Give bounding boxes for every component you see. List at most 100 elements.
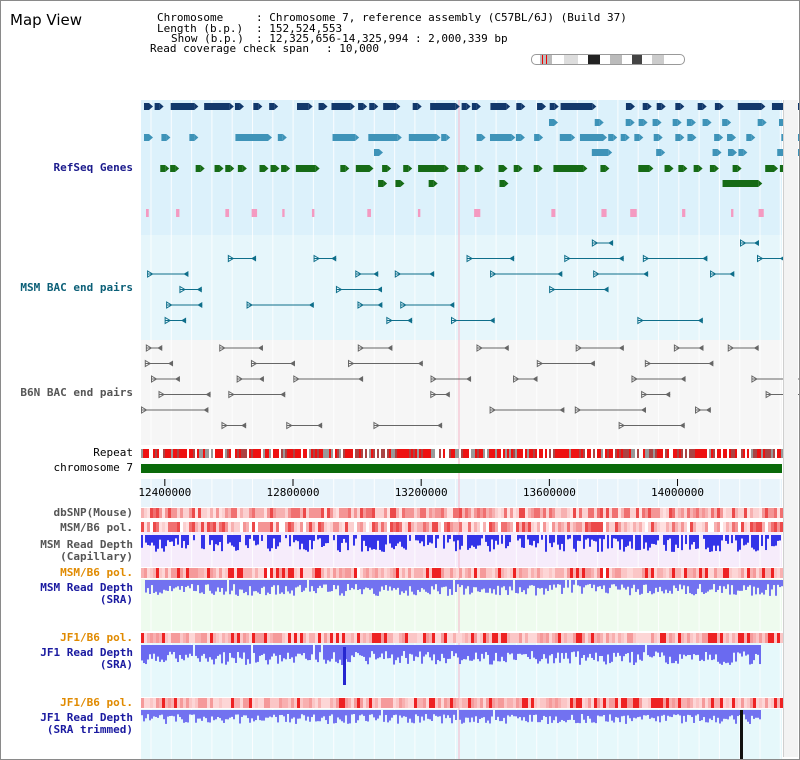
heat-cell xyxy=(153,522,156,532)
repeat-mark xyxy=(283,449,285,458)
heat-cell xyxy=(528,633,531,643)
repeat-mark xyxy=(309,449,311,458)
depth-bar xyxy=(725,580,727,589)
heat-cell xyxy=(165,522,168,532)
repeat-mark xyxy=(715,449,717,458)
depth-bar xyxy=(155,645,157,661)
heat-cell xyxy=(381,522,384,532)
depth-bar xyxy=(405,645,407,658)
depth-bar xyxy=(609,710,611,715)
track-label-jf1-b6-pol-2[interactable]: JF1/B6 pol. xyxy=(60,696,133,709)
gene-mark xyxy=(594,119,600,126)
depth-bar xyxy=(599,710,601,717)
heat-cell xyxy=(354,698,357,708)
heat-cell xyxy=(690,568,693,578)
heat-cell xyxy=(741,522,744,532)
heat-cell xyxy=(690,633,693,643)
heat-cell xyxy=(399,568,402,578)
heat-cell xyxy=(474,568,477,578)
gene-arrow xyxy=(613,134,618,141)
depth-bar xyxy=(339,580,341,596)
heat-cell xyxy=(252,633,255,643)
heat-cell xyxy=(420,698,423,708)
repeat-mark xyxy=(535,449,537,458)
gene-arrow xyxy=(630,119,635,126)
heat-cell xyxy=(684,522,687,532)
track-label-msm-bac[interactable]: MSM BAC end pairs xyxy=(20,281,133,294)
repeat-mark xyxy=(391,449,393,458)
bac-end xyxy=(673,344,681,352)
depth-bar xyxy=(387,710,389,723)
depth-bar xyxy=(499,710,501,722)
track-label-b6n-bac[interactable]: B6N BAC end pairs xyxy=(20,386,133,399)
track-label-msm-b6-pol-2[interactable]: MSM/B6 pol. xyxy=(60,566,133,579)
depth-bar xyxy=(571,710,573,715)
depth-bar xyxy=(437,580,439,592)
depth-bar xyxy=(491,645,493,665)
heat-cell xyxy=(693,508,696,518)
gene-arrow xyxy=(274,103,279,110)
bac-end xyxy=(697,317,703,324)
gene-arrow xyxy=(630,103,635,110)
depth-bar xyxy=(755,710,757,718)
repeat-mark xyxy=(397,449,399,458)
depth-bar xyxy=(573,580,575,585)
heat-cell xyxy=(507,698,510,708)
depth-bar xyxy=(393,535,395,550)
track-label-jf1-b6-pol-1[interactable]: JF1/B6 pol. xyxy=(60,631,133,644)
depth-bar xyxy=(411,645,413,655)
depth-bar xyxy=(243,645,245,653)
depth-bar xyxy=(431,580,433,587)
heat-cell xyxy=(291,508,294,518)
heat-cell xyxy=(378,698,381,708)
depth-bar xyxy=(715,710,717,723)
depth-bar xyxy=(233,580,235,585)
heat-cell xyxy=(672,633,675,643)
chromosome-ideogram[interactable] xyxy=(531,54,685,65)
depth-bar xyxy=(233,645,235,659)
depth-bar xyxy=(241,710,243,717)
depth-bar xyxy=(727,580,729,585)
repeat-mark xyxy=(705,449,707,458)
gene-mark xyxy=(332,134,356,141)
track-label-refseq-genes[interactable]: RefSeq Genes xyxy=(53,161,133,174)
depth-bar xyxy=(769,580,771,596)
track-label-msm-b6-pol-1[interactable]: MSM/B6 pol. xyxy=(60,521,133,534)
depth-bar xyxy=(367,580,369,589)
heat-cell xyxy=(765,522,768,532)
depth-bar xyxy=(689,645,691,655)
heat-cell xyxy=(237,698,240,708)
heat-cell xyxy=(501,522,504,532)
track-label-msm-depth-sra[interactable]: MSM Read Depth xyxy=(40,581,133,594)
heat-cell xyxy=(618,522,621,532)
repeat-mark xyxy=(571,449,573,458)
heat-cell xyxy=(630,568,633,578)
track-label-msm-depth-capillary[interactable]: MSM Read Depth xyxy=(40,538,133,551)
depth-bar xyxy=(333,580,335,586)
depth-bar xyxy=(219,710,221,719)
depth-bar xyxy=(245,580,247,592)
depth-bar xyxy=(215,580,217,592)
track-label-dbsnp[interactable]: dbSNP(Mouse) xyxy=(53,506,133,519)
track-label-jf1-depth-sra[interactable]: JF1 Read Depth xyxy=(40,646,133,659)
heat-cell xyxy=(180,633,183,643)
heat-cell xyxy=(168,633,171,643)
gene-mark xyxy=(461,103,467,110)
depth-bar xyxy=(737,535,739,552)
repeat-mark xyxy=(717,449,719,458)
heat-cell xyxy=(756,633,759,643)
heat-cell xyxy=(423,568,426,578)
track-label-jf1-depth-trimmed[interactable]: JF1 Read Depth xyxy=(40,711,133,724)
depth-bar xyxy=(255,580,257,592)
depth-bar xyxy=(581,710,583,715)
heat-cell xyxy=(342,633,345,643)
depth-bar xyxy=(631,710,633,722)
depth-bar xyxy=(289,645,291,659)
depth-bar xyxy=(467,535,469,550)
vertical-scrollbar[interactable] xyxy=(783,100,798,757)
repeat-mark xyxy=(575,449,577,458)
depth-bar xyxy=(517,535,519,541)
repeat-mark xyxy=(401,449,403,458)
depth-bar xyxy=(399,580,401,595)
depth-bar xyxy=(441,645,443,654)
